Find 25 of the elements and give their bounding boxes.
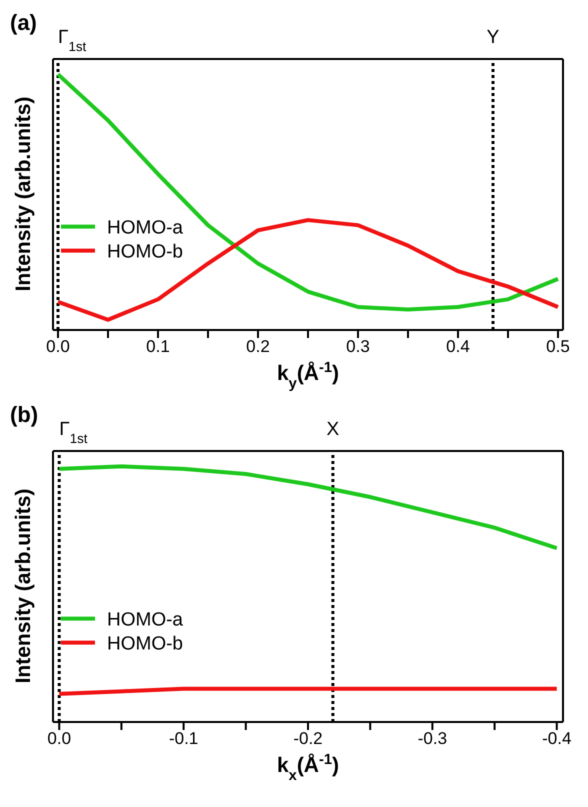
x-tick-label: 0.1 xyxy=(146,337,170,356)
ref-line-label: Γ$_{1st}$ xyxy=(59,419,88,446)
x-tick-label: 0.3 xyxy=(346,337,370,356)
x-axis-title: k$_{x}$(Å$^{-1}$) xyxy=(276,752,340,784)
ref-line-label: Γ$_{1st}$ xyxy=(58,27,87,54)
x-tick-label: -0.1 xyxy=(168,729,198,748)
x-tick-label: 0.4 xyxy=(446,337,470,356)
chart-title: (b) xyxy=(10,402,38,427)
y-axis-title: Intensity (arb.units) xyxy=(12,488,35,684)
ref-line-label: Y xyxy=(486,27,500,48)
x-tick-label: -0.4 xyxy=(542,729,572,748)
legend-label: HOMO-b xyxy=(107,634,183,655)
x-axis-title: k$_{y}$(Å$^{-1}$) xyxy=(276,360,340,392)
chart-title: (a) xyxy=(10,10,37,35)
x-tick-label: 0.2 xyxy=(246,337,270,356)
legend-label: HOMO-a xyxy=(107,218,184,239)
x-tick-label: -0.2 xyxy=(293,729,323,748)
x-tick-label: 0.0 xyxy=(46,337,70,356)
x-tick-label: -0.3 xyxy=(418,729,448,748)
legend-label: HOMO-a xyxy=(107,610,184,631)
x-tick-label: 0.5 xyxy=(546,337,570,356)
x-tick-label: 0.0 xyxy=(47,729,72,748)
y-axis-title: Intensity (arb.units) xyxy=(12,96,35,292)
legend-label: HOMO-b xyxy=(107,242,183,263)
ref-line-label: X xyxy=(326,419,340,440)
